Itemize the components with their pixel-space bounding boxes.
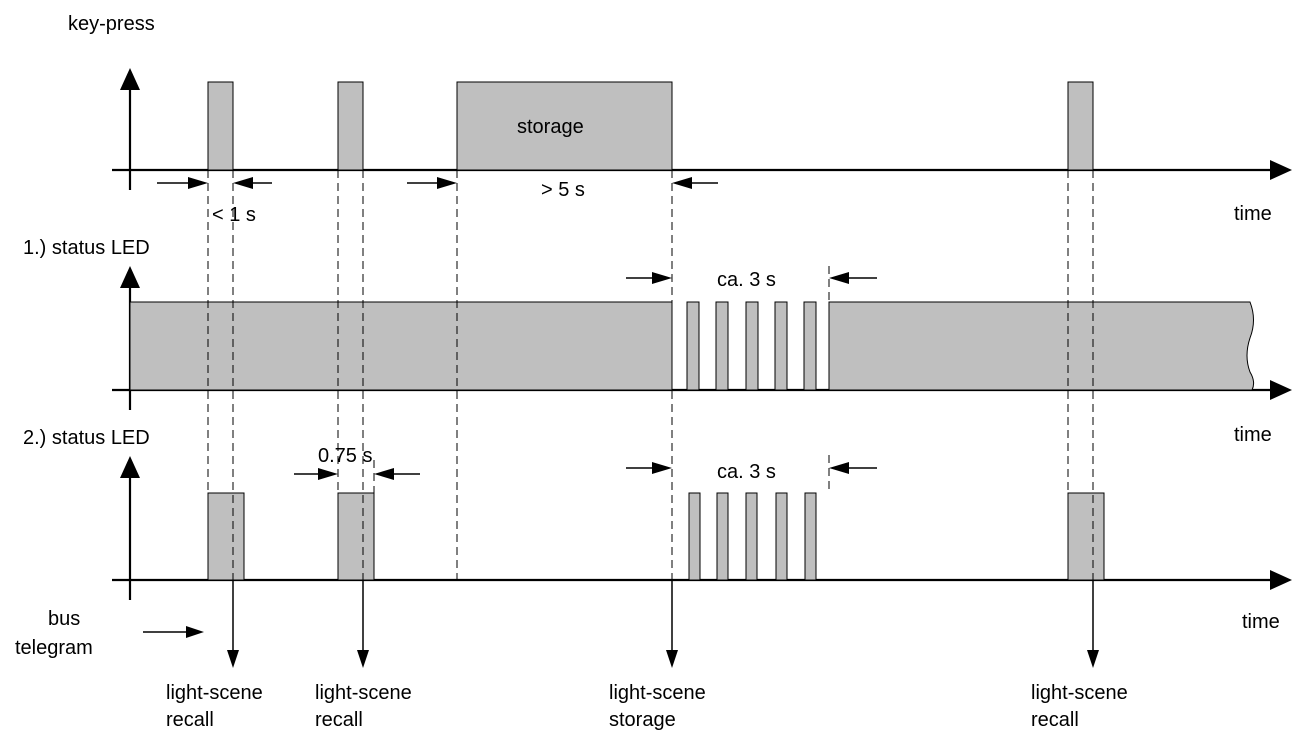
- led1-flash-1: [686, 301, 700, 391]
- bus-label-line-2: telegram: [15, 637, 93, 659]
- long-press-arrow-right: [672, 177, 692, 189]
- bus-label-line-1: bus: [48, 608, 80, 630]
- key-press-pulse-3: [1067, 81, 1094, 171]
- key-press-pulse-storage: [456, 81, 673, 171]
- telegram-4-label-line-2: recall: [1031, 709, 1079, 731]
- led2-flash-5: [804, 492, 817, 581]
- telegram-4-label-line-1: light-scene: [1031, 682, 1128, 704]
- led2-pulse-1: [207, 492, 245, 581]
- led2-on-arrow-right: [374, 468, 394, 480]
- led1-flash-5: [803, 301, 817, 391]
- led2-y-arrow: [120, 456, 140, 478]
- led1-time-arrow: [1270, 380, 1292, 400]
- led1-flash-arrow-right: [829, 272, 849, 284]
- led1-flash-3: [745, 301, 759, 391]
- led1-flash-arrow-left: [652, 272, 672, 284]
- status-led-1-row: 1.) status LED time ca. 3 s: [23, 237, 1292, 446]
- led1-time-label: time: [1234, 424, 1272, 446]
- short-press-arrow-left: [188, 177, 208, 189]
- key-press-row: key-press time storage < 1 s > 5 s: [68, 13, 1292, 226]
- telegram-1-label-line-2: recall: [166, 709, 214, 731]
- led1-y-arrow: [120, 266, 140, 288]
- short-press-arrow-right: [233, 177, 253, 189]
- led2-pulse-2: [337, 492, 375, 581]
- led2-on-duration: 0.75 s: [318, 445, 372, 467]
- led1-on-after: [828, 301, 1255, 391]
- telegram-1-arrow: [227, 650, 239, 668]
- storage-pulse-label: storage: [517, 116, 584, 138]
- status-led-2-label: 2.) status LED: [23, 427, 150, 449]
- led2-flash-4: [775, 492, 788, 581]
- telegram-2-arrow: [357, 650, 369, 668]
- led1-on-before: [129, 301, 673, 391]
- telegram-2-label-line-1: light-scene: [315, 682, 412, 704]
- led2-on-arrow-left: [318, 468, 338, 480]
- key-press-y-arrow: [120, 68, 140, 90]
- reference-lines: [207, 170, 1094, 580]
- led2-flash-1: [688, 492, 701, 581]
- telegram-3-label-line-1: light-scene: [609, 682, 706, 704]
- telegram-4-arrow: [1087, 650, 1099, 668]
- status-led-1-label: 1.) status LED: [23, 237, 150, 259]
- telegram-2-label-line-2: recall: [315, 709, 363, 731]
- key-press-label: key-press: [68, 13, 155, 35]
- led2-flash-arrow-left: [652, 462, 672, 474]
- bus-telegram-row: bus telegram light-scene recall light-sc…: [15, 580, 1128, 731]
- led1-flash-2: [715, 301, 729, 391]
- led1-flash-duration: ca. 3 s: [717, 269, 776, 291]
- led2-flash-arrow-right: [829, 462, 849, 474]
- led2-flash-2: [716, 492, 729, 581]
- status-led-2-row: 2.) status LED time 0.75 s ca. 3 s: [23, 427, 1292, 633]
- telegram-3-label-line-2: storage: [609, 709, 676, 731]
- key-press-time-arrow: [1270, 160, 1292, 180]
- led2-flash-3: [745, 492, 758, 581]
- long-press-arrow-left: [437, 177, 457, 189]
- telegram-1-label-line-1: light-scene: [166, 682, 263, 704]
- led1-flash-4: [774, 301, 788, 391]
- led2-flash-duration: ca. 3 s: [717, 461, 776, 483]
- bus-indicator-arrow: [186, 626, 204, 638]
- long-press-duration: > 5 s: [541, 179, 585, 201]
- led2-time-label: time: [1242, 611, 1280, 633]
- led2-pulse-3: [1067, 492, 1105, 581]
- short-press-duration: < 1 s: [212, 204, 256, 226]
- key-press-pulse-1: [207, 81, 234, 171]
- led2-time-arrow: [1270, 570, 1292, 590]
- key-press-pulse-2: [337, 81, 364, 171]
- key-press-time-label: time: [1234, 203, 1272, 225]
- telegram-3-arrow: [666, 650, 678, 668]
